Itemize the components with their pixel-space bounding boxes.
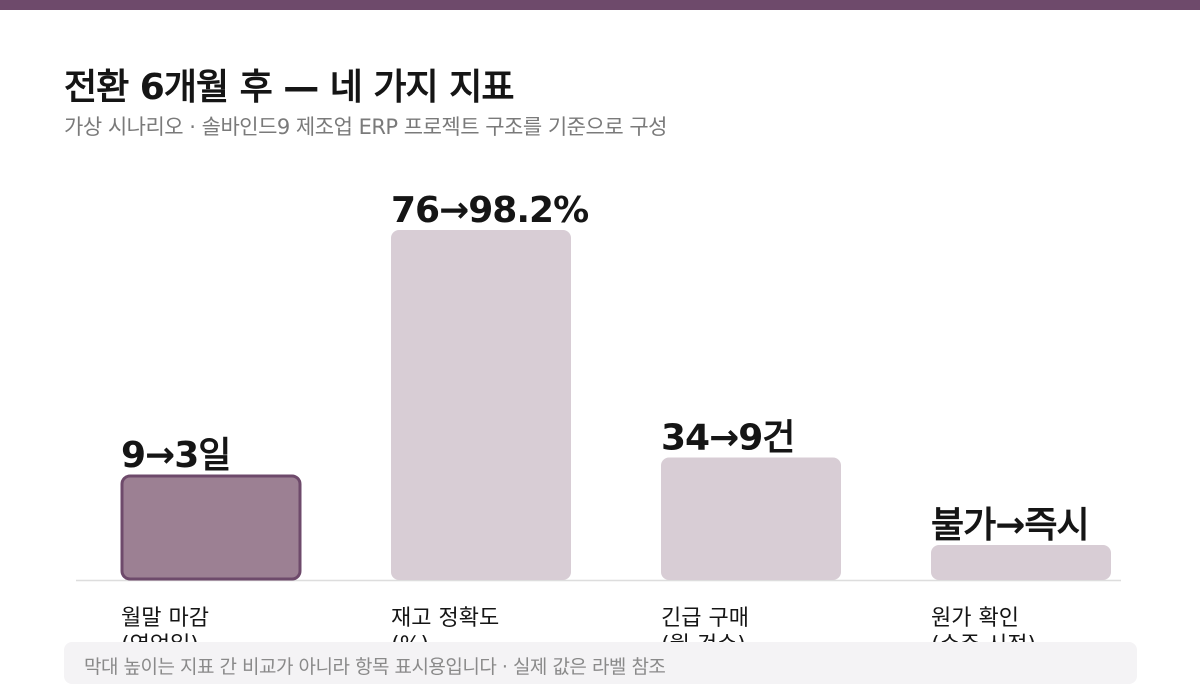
category-label-2: 재고 정확도 [391,606,499,631]
chart-subtitle: 가상 시나리오 · 솔바인드9 제조업 ERP 프로젝트 구조를 기준으로 구성 [64,115,667,139]
chart-title: 전환 6개월 후 — 네 가지 지표 [64,67,514,108]
bar-4 [931,545,1111,580]
top-accent-band [0,0,1200,10]
bar-1 [120,474,302,581]
category-label-1: 월말 마감 [121,606,209,631]
data-label-3: 34→9건 [661,418,794,459]
data-label-1: 9→3일 [121,435,230,476]
category-label-3: 긴급 구매 [661,606,749,631]
bar-2 [391,230,571,580]
bar-3 [661,457,841,580]
footnote: 막대 높이는 지표 간 비교가 아니라 항목 표시용입니다 · 실제 값은 라벨… [64,642,1137,684]
data-label-4: 불가→즉시 [931,505,1089,546]
category-label-4: 원가 확인 [931,606,1019,631]
data-label-2: 76→98.2% [391,190,588,231]
